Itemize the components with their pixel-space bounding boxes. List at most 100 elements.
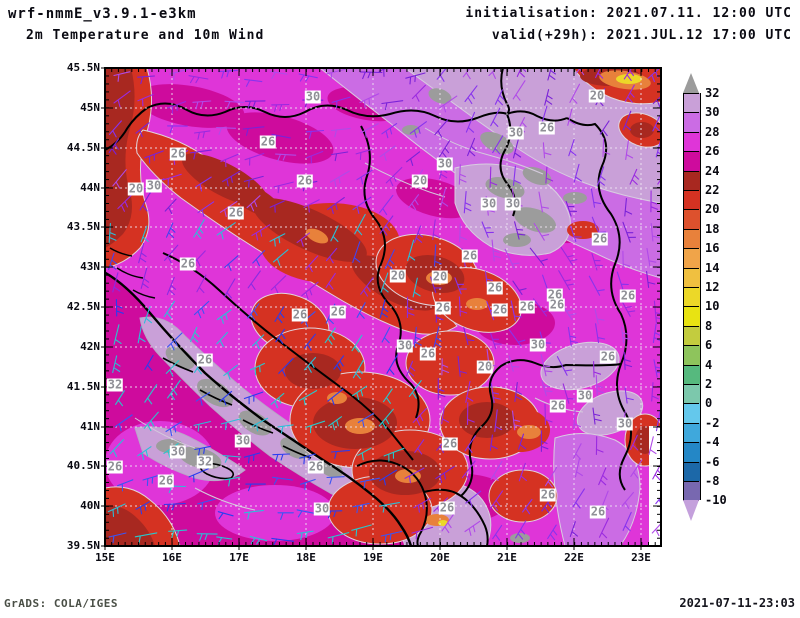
wind-barb xyxy=(544,89,553,106)
wind-barb xyxy=(516,68,527,78)
colorbar-segment xyxy=(683,267,701,287)
wind-barb xyxy=(272,249,289,266)
contour-label: 26 xyxy=(546,287,564,302)
wind-barb xyxy=(384,249,395,270)
colorbar-value-label: -2 xyxy=(705,415,720,430)
wind-barb xyxy=(594,308,605,325)
wind-barb xyxy=(624,84,635,103)
wind-barb xyxy=(217,511,234,520)
wind-barb xyxy=(569,83,581,104)
wind-barb xyxy=(598,517,610,539)
wind-barb xyxy=(464,85,478,105)
wind-barb xyxy=(385,166,403,187)
wind-barb xyxy=(556,356,573,376)
lon-tick-label: 18E xyxy=(296,551,316,564)
contour-label: 26 xyxy=(196,352,214,367)
colorbar-segment xyxy=(683,93,701,113)
wind-barb xyxy=(359,93,380,108)
wind-barb xyxy=(277,424,294,434)
wind-barb xyxy=(616,271,629,290)
wind-barb xyxy=(144,354,154,371)
wind-barb xyxy=(547,524,558,541)
wind-barb xyxy=(651,522,661,537)
wind-barb xyxy=(646,247,657,267)
wind-barb xyxy=(137,446,152,461)
contour-label: 26 xyxy=(438,500,456,515)
wind-barb xyxy=(544,466,558,488)
colorbar-tick xyxy=(683,422,699,424)
wind-barb xyxy=(598,467,608,486)
wind-barb xyxy=(188,468,210,483)
colorbar-value-label: 4 xyxy=(705,357,713,372)
wind-barb xyxy=(492,524,503,541)
wind-barb xyxy=(269,200,285,213)
wind-barb xyxy=(621,491,634,509)
wind-barb xyxy=(518,462,527,482)
wind-barb xyxy=(629,168,640,185)
wind-barb xyxy=(296,530,314,541)
wind-barb xyxy=(547,68,556,81)
wind-barb xyxy=(271,537,295,546)
wind-barb xyxy=(558,270,575,291)
wind-barb xyxy=(409,121,427,138)
wind-barb xyxy=(379,145,396,162)
colorbar-segment xyxy=(683,442,701,462)
wind-barb xyxy=(494,409,503,432)
wind-barb xyxy=(218,69,238,79)
wind-barb xyxy=(360,277,374,297)
wind-barb xyxy=(247,303,260,321)
contour-label: 26 xyxy=(259,134,277,149)
wind-barb xyxy=(620,326,631,344)
colorbar-value-label: -6 xyxy=(705,454,720,469)
valid-time: valid(+29h): 2021.JUL.12 17:00 UTC xyxy=(491,28,792,43)
colorbar-value-label: -8 xyxy=(705,474,720,488)
wind-barb xyxy=(117,192,134,212)
wind-barb xyxy=(560,246,578,266)
wind-barb xyxy=(648,436,657,456)
wind-barb xyxy=(137,93,154,107)
wind-barb xyxy=(405,360,416,377)
wind-barb xyxy=(333,355,345,372)
wind-barb xyxy=(243,175,264,188)
wind-barb xyxy=(220,418,242,431)
wind-barb xyxy=(529,247,548,266)
contour-label: 26 xyxy=(419,346,437,361)
wind-barb xyxy=(197,201,215,218)
contour-label: 30 xyxy=(529,337,547,352)
wind-barb xyxy=(621,299,636,317)
wind-barb xyxy=(541,380,553,397)
wind-barb xyxy=(411,84,426,102)
contour-label: 26 xyxy=(599,349,617,364)
contour-label: 26 xyxy=(179,256,197,271)
wind-barb xyxy=(108,138,120,155)
wind-barb xyxy=(625,140,634,161)
lat-tick-label: 40N xyxy=(80,499,100,512)
wind-barb xyxy=(193,300,210,319)
wind-barb xyxy=(380,272,389,293)
wind-barb xyxy=(490,107,501,127)
wind-barb xyxy=(113,71,131,82)
colorbar-segment xyxy=(683,461,701,481)
wind-barb xyxy=(508,329,526,347)
colorbar-segment xyxy=(683,287,701,307)
colorbar-tick xyxy=(683,248,699,250)
contour-label: 26 xyxy=(548,297,566,312)
wind-barb xyxy=(137,75,155,85)
wind-barb xyxy=(568,139,577,157)
wind-barb xyxy=(544,403,553,426)
contour-label: 30 xyxy=(396,338,414,353)
wind-barb xyxy=(357,412,375,428)
wind-barb xyxy=(454,277,467,295)
wind-barb xyxy=(196,533,218,541)
colorbar-value-label: 20 xyxy=(705,202,720,217)
contour-label: 20 xyxy=(127,181,145,196)
colorbar-tick xyxy=(683,112,699,114)
wind-barb xyxy=(465,490,482,508)
wind-barb xyxy=(572,488,585,509)
wind-barb xyxy=(164,244,179,264)
wind-barb xyxy=(216,222,236,240)
wind-barb xyxy=(244,100,266,109)
wind-barb xyxy=(565,200,578,217)
colorbar-value-label: -10 xyxy=(705,493,727,508)
